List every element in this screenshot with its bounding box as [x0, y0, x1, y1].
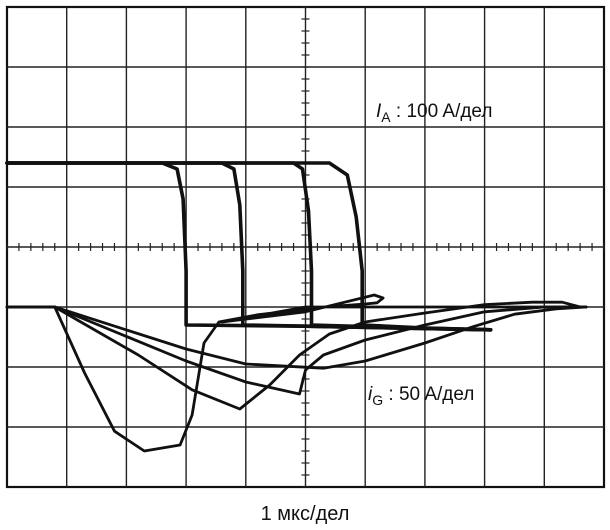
gate-current-traces: [5, 293, 588, 453]
center-axis-ticks: [6, 6, 605, 488]
waveform-curves: [5, 161, 588, 453]
gate-current-trace: [5, 305, 588, 370]
gate-current-trace: [5, 305, 588, 396]
x-axis-label: 1 мкс/дел: [261, 503, 350, 525]
gate-current-trace: [5, 300, 588, 411]
gate-current-trace: [5, 293, 588, 453]
series-label-gate-current: iG : 50 A/дел: [368, 384, 474, 408]
series-label-anode-current: IA : 100 A/дел: [376, 101, 492, 125]
